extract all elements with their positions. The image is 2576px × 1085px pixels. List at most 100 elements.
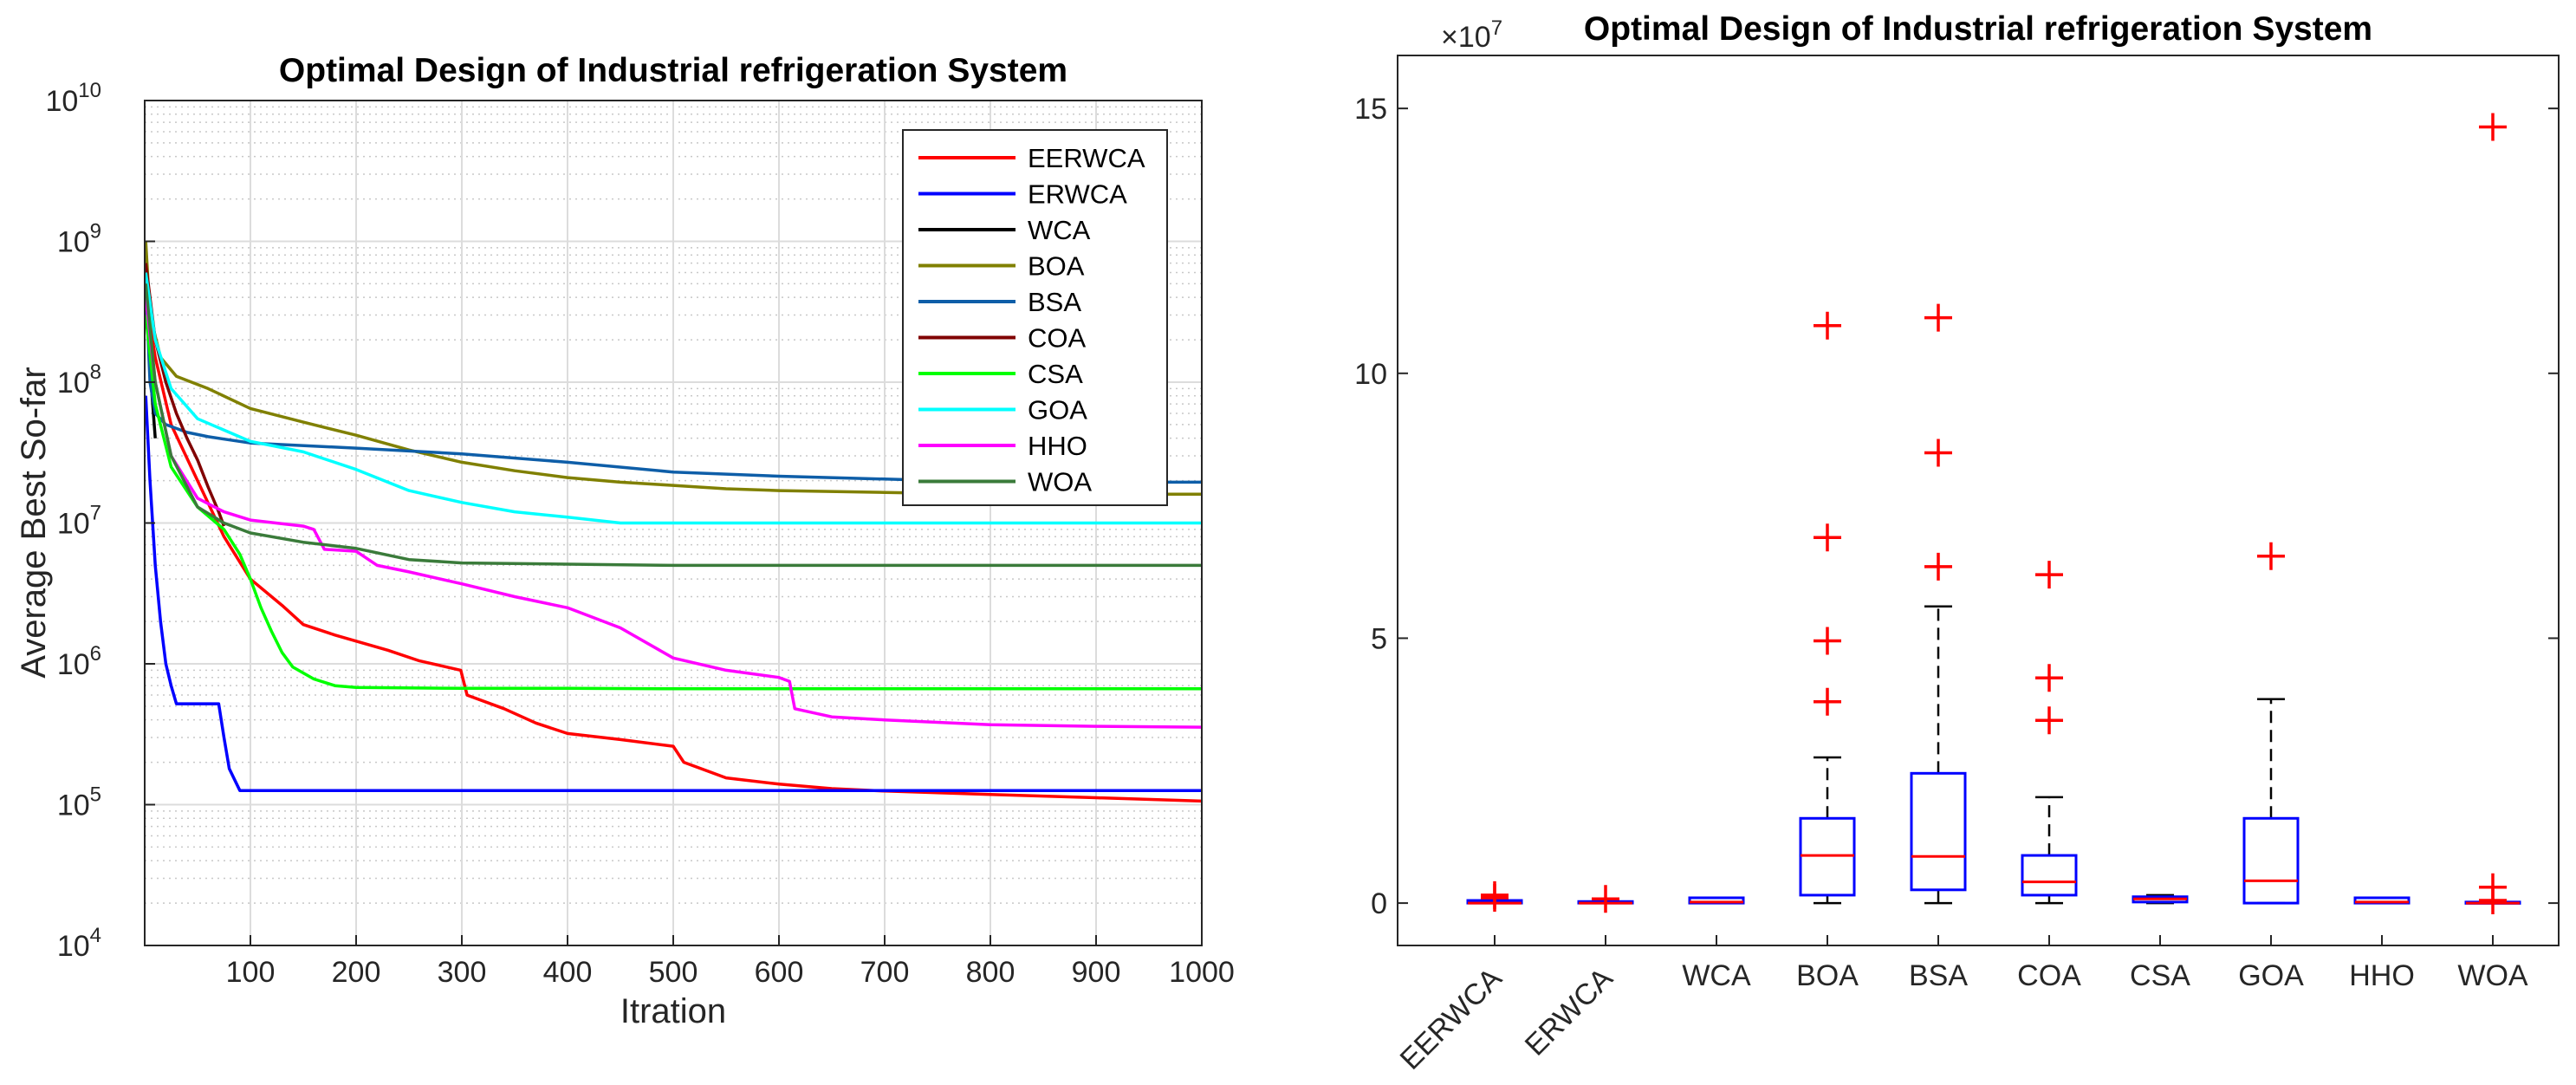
legend-item-goa: GOA — [918, 395, 1087, 426]
legend-item-bsa: BSA — [918, 287, 1081, 317]
boxplot-chart: 0 5 10 15 EERWCA ERWCA WCA BOA BSA COA CSA GOA HHO W… — [1354, 10, 2560, 1076]
x-tick-label: 600 — [755, 956, 804, 989]
x-tick-label: CSA — [2130, 959, 2190, 992]
series-line-boa — [144, 241, 1202, 497]
outlier-marker — [1814, 627, 1841, 655]
box-eerwca — [1466, 880, 1523, 912]
convergence-x-axis-label: Itration — [620, 992, 726, 1030]
boxplot-exponent-label: ×107 — [1441, 16, 1502, 54]
y-tick-label: 5 — [1371, 622, 1387, 655]
x-tick-label: GOA — [2238, 959, 2304, 992]
boxplot-x-ticks: EERWCA ERWCA WCA BOA BSA COA CSA GOA HHO WOA — [1394, 935, 2528, 1076]
legend-label: ERWCA — [1028, 179, 1127, 210]
box-coa — [2021, 561, 2078, 905]
outlier-marker — [2479, 113, 2507, 141]
series-line-goa — [144, 272, 1202, 525]
convergence-x-ticks: 100 200 300 400 500 600 700 800 900 1000 — [226, 935, 1235, 989]
box-csa — [2132, 893, 2189, 905]
legend-item-hho: HHO — [918, 431, 1087, 461]
outlier-marker — [2257, 542, 2285, 570]
outlier-marker — [1924, 552, 1952, 581]
y-tick-label: 15 — [1354, 93, 1387, 126]
x-tick-label: 700 — [860, 956, 910, 989]
boxplot-title: Optimal Design of Industrial refrigerati… — [1584, 10, 2372, 48]
outlier-marker — [1814, 687, 1841, 716]
x-tick-label: 200 — [332, 956, 381, 989]
boxplot-axes-box — [1397, 55, 2560, 946]
outlier-marker — [1814, 523, 1841, 552]
x-tick-label: BOA — [1796, 959, 1859, 992]
outlier-marker — [2479, 873, 2507, 901]
legend-label: CSA — [1028, 359, 1083, 389]
legend-label: EERWCA — [1028, 143, 1145, 173]
x-tick-label: ERWCA — [1519, 962, 1619, 1062]
series-line-csa — [144, 315, 1202, 691]
legend-label: BSA — [1028, 287, 1081, 317]
box-iqr — [1799, 816, 1856, 897]
x-tick-label: 100 — [226, 956, 276, 989]
outlier-marker — [2035, 664, 2063, 692]
x-tick-label: 400 — [543, 956, 593, 989]
y-tick-label: 104 — [57, 924, 101, 963]
convergence-title: Optimal Design of Industrial refrigerati… — [279, 52, 1067, 89]
legend-item-woa: WOA — [918, 467, 1092, 497]
outlier-marker — [1924, 303, 1952, 332]
x-tick-label: 1000 — [1169, 956, 1235, 989]
series-line-woa — [144, 283, 1202, 568]
box-wca — [1688, 896, 1745, 905]
x-tick-label: COA — [2017, 959, 2081, 992]
box-iqr — [2021, 854, 2078, 897]
convergence-y-ticks: 104 105 106 107 108 109 1010 — [45, 79, 155, 963]
legend-item-erwca: ERWCA — [918, 179, 1127, 210]
legend-label: WOA — [1028, 467, 1092, 497]
x-tick-label: EERWCA — [1394, 962, 1509, 1076]
legend-label: HHO — [1028, 431, 1087, 461]
x-tick-label: 800 — [966, 956, 1015, 989]
outlier-marker — [1481, 880, 1509, 909]
outlier-marker — [1924, 439, 1952, 467]
box-bsa — [1910, 303, 1967, 905]
legend-item-coa: COA — [918, 323, 1087, 354]
y-tick-label: 1010 — [45, 79, 101, 118]
x-tick-label: WOA — [2457, 959, 2528, 992]
legend-label: WCA — [1028, 215, 1091, 245]
y-tick-label: 107 — [57, 502, 101, 541]
x-tick-label: 900 — [1072, 956, 1121, 989]
x-tick-label: WCA — [1682, 959, 1751, 992]
boxplot-y-ticks: 0 5 10 15 — [1354, 93, 2559, 920]
y-tick-label: 0 — [1371, 887, 1387, 920]
boxplot-plot-area — [1398, 55, 2559, 945]
legend-label: COA — [1028, 323, 1087, 354]
box-boa — [1799, 311, 1856, 905]
box-iqr — [1910, 771, 1967, 892]
box-woa — [2464, 113, 2521, 915]
y-tick-label: 106 — [57, 642, 101, 681]
outlier-marker — [1814, 311, 1841, 340]
outlier-marker — [2035, 561, 2063, 589]
box-erwca — [1577, 885, 1634, 913]
x-tick-label: HHO — [2349, 959, 2415, 992]
y-tick-label: 105 — [57, 783, 101, 822]
convergence-series — [144, 241, 1203, 803]
boxplot-boxes — [1466, 113, 2521, 915]
x-tick-label: 300 — [438, 956, 487, 989]
legend-item-wca: WCA — [918, 215, 1091, 245]
box-goa — [2242, 542, 2300, 905]
series-line-erwca — [144, 395, 1202, 792]
convergence-legend: EERWCA ERWCA WCA BOA BSA COA CSA GOA HHO WOA — [902, 129, 1168, 506]
x-tick-label: BSA — [1909, 959, 1968, 992]
box-iqr — [2242, 816, 2300, 905]
legend-item-csa: CSA — [918, 359, 1083, 389]
outlier-marker — [1592, 885, 1619, 913]
series-line-eerwca — [144, 296, 1203, 803]
legend-label: BOA — [1028, 251, 1085, 282]
legend-item-eerwca: EERWCA — [918, 143, 1145, 173]
y-tick-label: 109 — [57, 220, 101, 259]
legend-item-boa: BOA — [918, 251, 1085, 282]
y-tick-label: 10 — [1354, 358, 1387, 391]
convergence-chart: 100 200 300 400 500 600 700 800 900 1000 10410510… — [15, 52, 1235, 1030]
y-tick-label: 108 — [57, 361, 101, 400]
legend-items: EERWCA ERWCA WCA BOA BSA COA CSA GOA HHO WOA — [918, 143, 1145, 497]
x-tick-label: 500 — [649, 956, 698, 989]
